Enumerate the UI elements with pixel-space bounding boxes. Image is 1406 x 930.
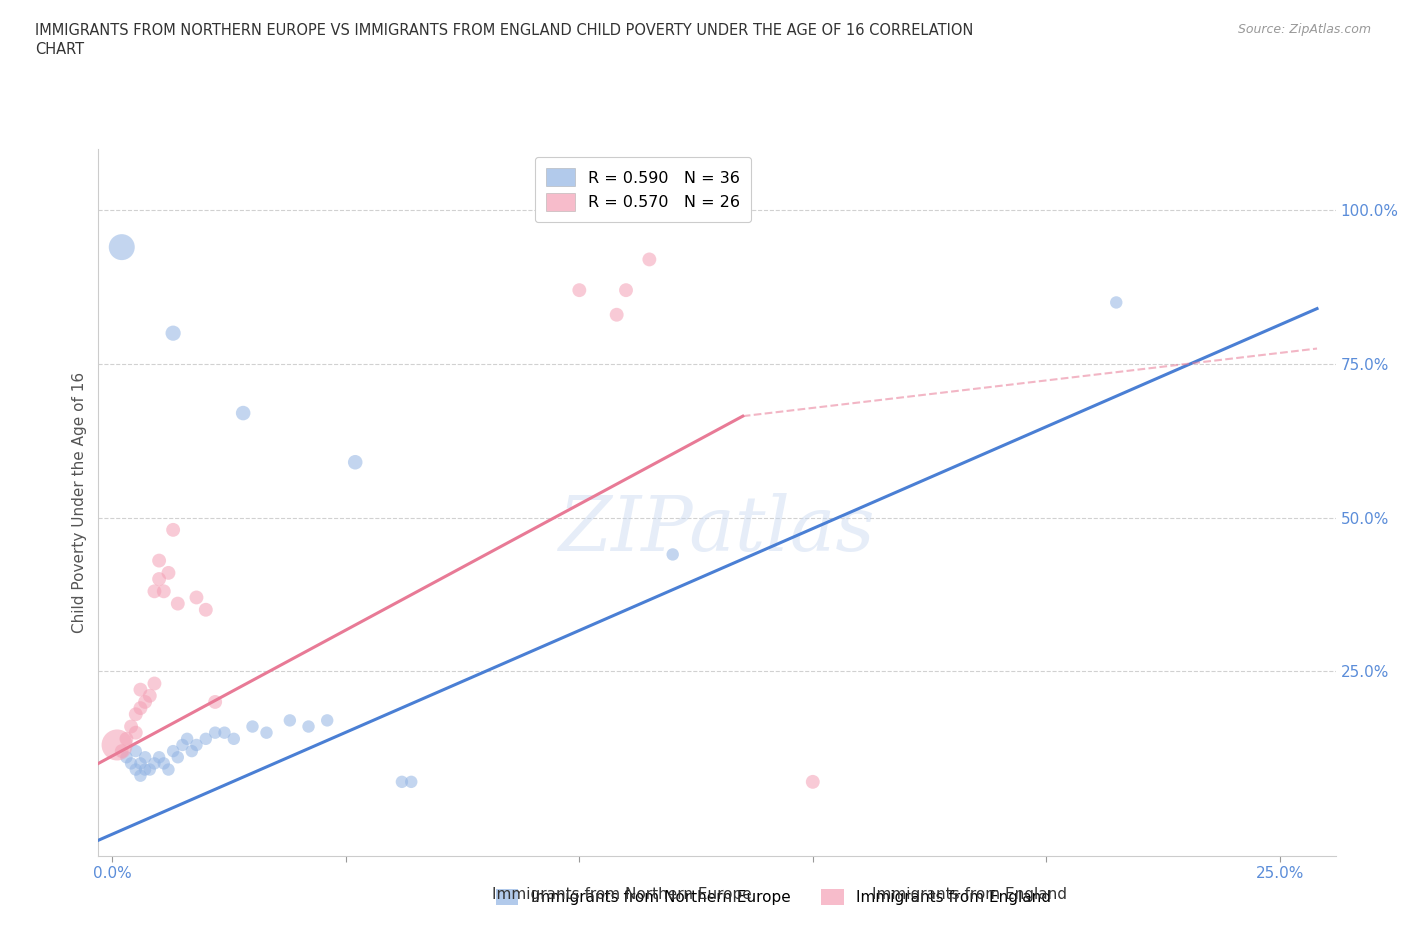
Point [129,768,152,783]
Point [152,584,174,599]
Point [125,762,148,777]
Point [120,719,142,734]
Point [129,683,152,698]
Point [242,719,264,734]
Point [232,405,254,420]
Text: Source: ZipAtlas.com: Source: ZipAtlas.com [1237,23,1371,36]
Point [297,719,319,734]
Point [162,326,184,340]
Point [125,707,148,722]
Point [152,756,174,771]
Point [125,744,148,759]
Point [139,688,162,703]
Point [157,762,180,777]
Point [148,750,170,764]
Point [256,725,278,740]
Point [162,744,184,759]
Point [162,523,184,538]
Point [186,737,208,752]
Point [344,455,367,470]
Point [139,762,162,777]
Point [180,744,202,759]
Point [638,252,661,267]
Point [157,565,180,580]
Point [125,725,148,740]
Point [214,725,236,740]
Point [143,676,166,691]
Text: Immigrants from England: Immigrants from England [872,887,1067,902]
Point [194,731,217,746]
Point [278,713,301,728]
Point [204,725,226,740]
Point [222,731,245,746]
Point [614,283,637,298]
Point [316,713,339,728]
Point [166,750,188,764]
Point [661,547,683,562]
Point [204,695,226,710]
Point [148,572,170,587]
Point [115,750,138,764]
Point [134,695,156,710]
Point [111,240,134,255]
Point [111,744,134,759]
Point [143,584,166,599]
Text: Immigrants from Northern Europe: Immigrants from Northern Europe [492,887,752,902]
Point [172,737,194,752]
Point [105,737,128,752]
Point [129,700,152,715]
Legend: Immigrants from Northern Europe, Immigrants from England: Immigrants from Northern Europe, Immigra… [488,882,1059,913]
Text: ZIPatlas: ZIPatlas [558,494,876,567]
Point [134,750,156,764]
Y-axis label: Child Poverty Under the Age of 16: Child Poverty Under the Age of 16 [72,372,87,632]
Point [166,596,188,611]
Point [129,756,152,771]
Point [606,307,628,322]
Point [176,731,198,746]
Point [115,731,138,746]
Point [120,756,142,771]
Text: CHART: CHART [35,42,84,57]
Point [1105,295,1128,310]
Legend: R = 0.590   N = 36, R = 0.570   N = 26: R = 0.590 N = 36, R = 0.570 N = 26 [534,157,751,222]
Point [568,283,591,298]
Point [143,756,166,771]
Text: IMMIGRANTS FROM NORTHERN EUROPE VS IMMIGRANTS FROM ENGLAND CHILD POVERTY UNDER T: IMMIGRANTS FROM NORTHERN EUROPE VS IMMIG… [35,23,973,38]
Point [134,762,156,777]
Point [391,775,413,790]
Point [801,775,824,790]
Point [186,590,208,604]
Point [148,553,170,568]
Point [194,603,217,618]
Point [399,775,422,790]
